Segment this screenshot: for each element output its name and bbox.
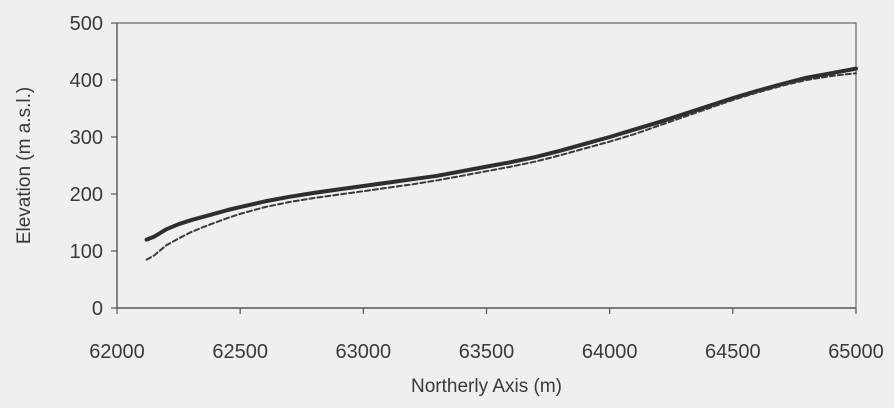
x-tick-label: 64500 [705, 341, 761, 363]
series-layer [144, 66, 858, 261]
x-tick-label: 62000 [89, 341, 145, 363]
y-tick-label: 100 [70, 241, 103, 263]
x-tick-label: 64000 [582, 341, 638, 363]
x-tick-label: 62500 [212, 341, 268, 363]
x-axis-title: Northerly Axis (m) [411, 376, 562, 397]
x-tick-label: 65000 [828, 341, 884, 363]
y-tick-label: 500 [70, 13, 103, 35]
y-axis-title: Elevation (m a.s.l.) [14, 87, 35, 244]
plot-frame [117, 22, 857, 308]
ticks-layer: 0 100 200 300 400 500 62000 62500 63000 63500 6400… [70, 13, 884, 363]
y-tick-label: 0 [92, 298, 103, 320]
y-tick-label: 300 [70, 127, 103, 149]
series-line-solid [144, 66, 858, 242]
x-tick-label: 63500 [459, 341, 515, 363]
x-tick-label: 63000 [336, 341, 392, 363]
y-tick-label: 400 [70, 70, 103, 92]
series-line-dashed [145, 72, 857, 261]
y-tick-label: 200 [70, 184, 103, 206]
